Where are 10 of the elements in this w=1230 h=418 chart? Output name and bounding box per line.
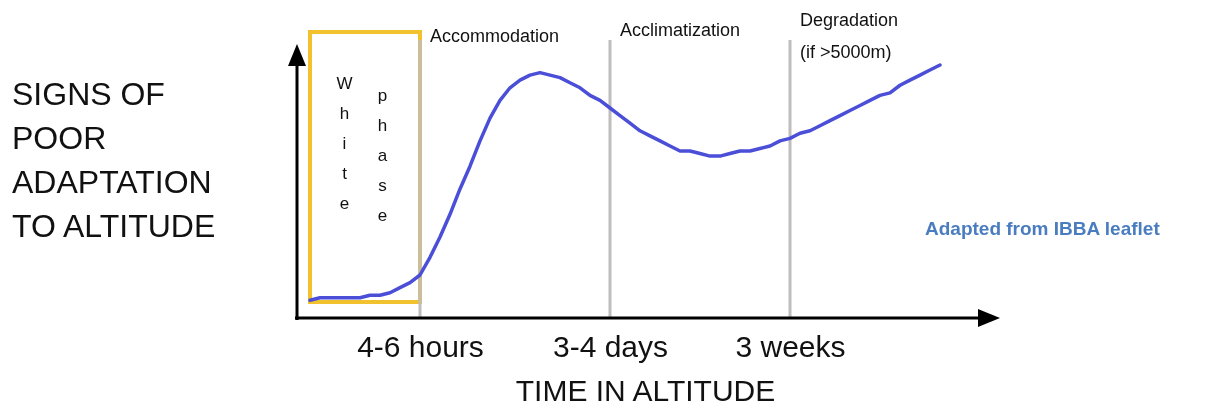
x-tick-label: 4-6 hours bbox=[357, 329, 484, 363]
x-tick-label: 3-4 days bbox=[552, 329, 669, 363]
text: Accommodation bbox=[430, 26, 560, 46]
annotation: White phase bbox=[334, 74, 392, 236]
y-axis-title: SIGNS OF POOR ADAPTATION TO ALTITUDE bbox=[12, 75, 217, 246]
x-axis-title: TIME IN ALTITUDE bbox=[515, 373, 776, 407]
x-tick-label: 3 weeks bbox=[735, 329, 846, 363]
text: Degradation (if >5000m) bbox=[800, 10, 899, 62]
text: Acclimatization bbox=[620, 20, 741, 40]
annotation: Adapted from IBBA leaflet bbox=[925, 218, 1160, 240]
